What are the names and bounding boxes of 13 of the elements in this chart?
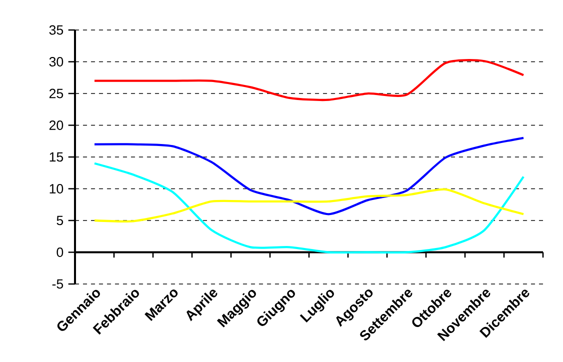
y-tick-label: 0: [56, 248, 64, 257]
y-tick-label: 10: [50, 184, 64, 194]
line-series: [93, 136, 525, 216]
line-series: [93, 188, 525, 222]
y-tick-label: 35: [49, 25, 64, 35]
y-tick-label: 30: [49, 57, 64, 66]
y-tick-label: -5: [52, 279, 64, 289]
y-tick-label: 25: [49, 88, 64, 98]
y-tick-label: 20: [49, 120, 64, 130]
y-tick-label: 15: [50, 152, 64, 162]
line-series: [93, 162, 525, 254]
y-tick-label: 5: [56, 216, 64, 226]
line-series: [93, 59, 525, 102]
